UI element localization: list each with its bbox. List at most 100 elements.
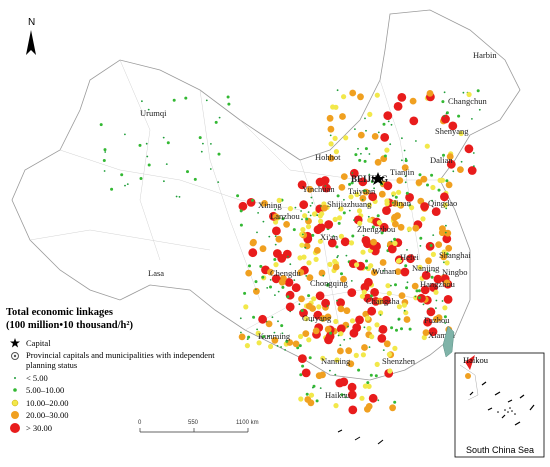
- linkage-dot: [316, 214, 319, 217]
- linkage-dot: [239, 317, 242, 320]
- linkage-dot: [430, 173, 434, 177]
- linkage-dot: [443, 261, 445, 264]
- linkage-dot: [374, 361, 380, 367]
- linkage-dot: [102, 159, 106, 162]
- linkage-dot: [442, 202, 448, 208]
- label-taiyuan: Taiyuan: [348, 186, 376, 196]
- linkage-dot: [364, 147, 368, 151]
- linkage-dot: [428, 327, 438, 337]
- linkage-dot: [200, 150, 203, 153]
- linkage-dot: [420, 216, 426, 222]
- linkage-dot: [337, 305, 345, 313]
- linkage-dot: [370, 180, 374, 183]
- linkage-dot: [311, 296, 317, 302]
- linkage-dot: [415, 289, 419, 293]
- linkage-dot: [309, 204, 312, 207]
- linkage-dot: [162, 136, 165, 139]
- linkage-dot: [256, 328, 258, 331]
- legend-row-class-1: < 5.00: [6, 372, 231, 385]
- linkage-dot: [340, 275, 347, 283]
- linkage-dot: [184, 96, 188, 100]
- label-wuhan: Wuhan: [372, 266, 397, 276]
- label-kunming: Kunming: [258, 331, 291, 341]
- linkage-dot: [343, 393, 346, 396]
- linkage-dot: [329, 331, 333, 335]
- linkage-dot: [384, 198, 390, 204]
- linkage-dot: [420, 285, 430, 295]
- linkage-dot: [379, 314, 382, 316]
- label-ningbo: Ningbo: [442, 267, 468, 277]
- linkage-dot: [368, 192, 378, 202]
- legend-class-3-label: 10.00–20.00: [26, 397, 69, 408]
- linkage-dot: [452, 170, 455, 173]
- linkage-dot: [338, 184, 346, 191]
- linkage-dot: [258, 314, 267, 324]
- linkage-dot: [329, 369, 331, 372]
- legend-class-5-label: > 30.00: [26, 422, 53, 433]
- linkage-dot: [458, 130, 464, 137]
- linkage-dot: [308, 356, 312, 360]
- label-xian: Xi'an: [320, 232, 339, 242]
- scale-tick-1100: 1100 km: [236, 420, 259, 426]
- linkage-dot: [277, 320, 279, 323]
- linkage-dot: [271, 336, 279, 344]
- label-hohhot: Hohhot: [315, 152, 341, 162]
- label-guiyang: Guiyang: [302, 313, 332, 323]
- linkage-dot: [273, 331, 276, 334]
- linkage-dot: [384, 147, 390, 153]
- linkage-dot: [392, 345, 398, 351]
- label-tianjin: Tianjin: [390, 167, 415, 177]
- linkage-dot: [354, 153, 358, 157]
- linkage-dot: [239, 209, 243, 213]
- linkage-dot: [471, 118, 473, 120]
- linkage-dot: [305, 392, 309, 396]
- linkage-dot: [250, 238, 257, 246]
- linkage-dot: [303, 316, 309, 322]
- linkage-dot: [313, 256, 319, 262]
- linkage-dot: [340, 393, 344, 397]
- linkage-dot: [357, 131, 365, 139]
- dot-icon: [11, 399, 19, 406]
- linkage-dot: [217, 181, 220, 184]
- linkage-dot: [391, 191, 397, 197]
- linkage-dot: [368, 173, 371, 176]
- linkage-dot: [309, 214, 312, 217]
- linkage-dot: [430, 251, 436, 257]
- linkage-dot: [359, 395, 365, 401]
- linkage-dot: [379, 259, 387, 266]
- linkage-dot: [281, 217, 285, 221]
- linkage-dot: [428, 270, 431, 272]
- linkage-dot: [348, 209, 351, 212]
- linkage-dot: [99, 123, 103, 127]
- linkage-dot: [248, 248, 258, 258]
- linkage-dot: [396, 189, 402, 195]
- linkage-dot: [320, 205, 322, 208]
- linkage-dot: [324, 220, 334, 229]
- linkage-dot: [363, 159, 367, 163]
- linkage-dot: [382, 122, 386, 126]
- linkage-dot: [448, 121, 458, 131]
- linkage-dot: [318, 269, 326, 277]
- linkage-dot: [422, 329, 430, 336]
- linkage-dot: [307, 294, 311, 298]
- linkage-dot: [445, 244, 453, 252]
- legend-row-class-5: > 30.00: [6, 422, 231, 435]
- linkage-dot: [340, 173, 348, 181]
- linkage-dot: [368, 393, 378, 403]
- linkage-dot: [336, 256, 339, 259]
- linkage-dot: [414, 295, 417, 298]
- linkage-dot: [371, 133, 379, 140]
- linkage-dot: [274, 294, 276, 296]
- linkage-dot: [383, 111, 393, 120]
- legend-row-provincial: Provincial capitals and municipalities w…: [6, 350, 231, 372]
- linkage-dot: [376, 220, 382, 226]
- linkage-dot: [141, 100, 143, 103]
- label-lanzhou: Lanzhou: [270, 211, 300, 221]
- linkage-dot: [277, 290, 280, 293]
- linkage-dot: [245, 269, 253, 277]
- linkage-dot: [343, 198, 345, 201]
- linkage-dot: [411, 282, 419, 290]
- linkage-dot: [446, 153, 454, 161]
- linkage-dot: [370, 288, 379, 297]
- linkage-dot: [404, 159, 408, 163]
